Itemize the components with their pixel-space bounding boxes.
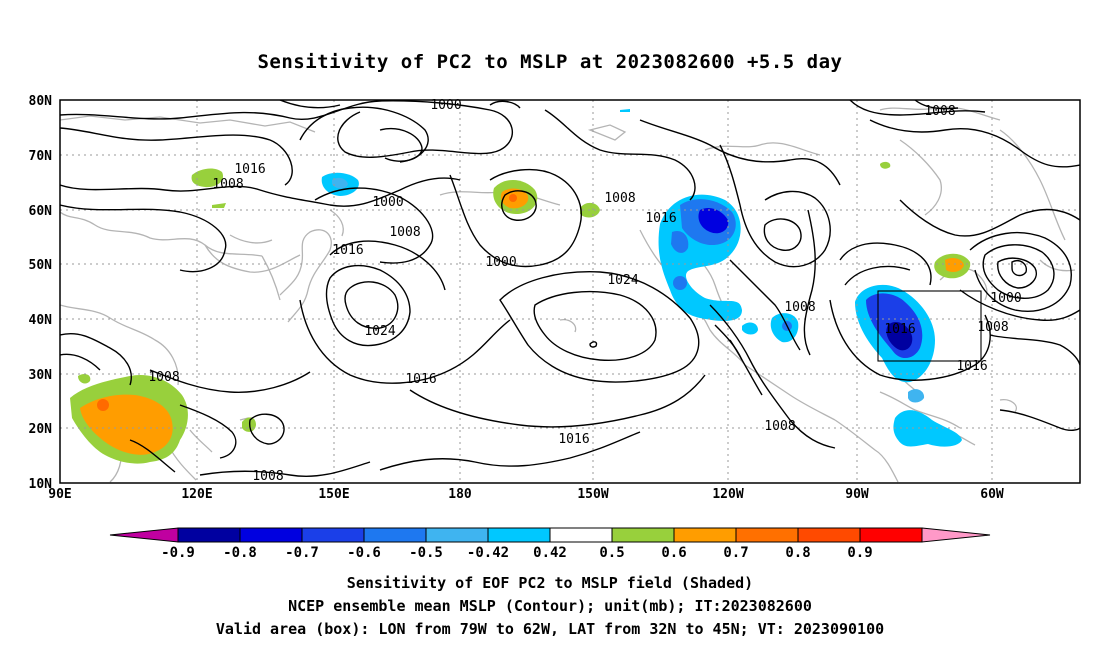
lat-label: 50N [29,258,53,273]
footer-line-2: NCEP ensemble mean MSLP (Contour); unit(… [288,597,812,615]
contour-label: 1016 [956,359,987,374]
footer-line-1: Sensitivity of EOF PC2 to MSLP field (Sh… [347,574,753,592]
lon-label: 60W [980,487,1004,502]
lat-label: 20N [29,422,53,437]
contour-label: 1016 [645,211,676,226]
shade-green-tiny [212,203,226,208]
colorbar-label: -0.5 [409,545,443,561]
lon-label: 120E [181,487,212,502]
colorbar-label: 0.42 [533,545,567,561]
lon-label: 150W [577,487,608,502]
contour-label: 1016 [332,243,363,258]
colorbar-label: -0.6 [347,545,381,561]
lat-label: 40N [29,313,53,328]
contour-label: 1016 [405,372,436,387]
colorbar-label: -0.42 [467,545,509,561]
contour-label: 1016 [884,322,915,337]
colorbar-label: 0.9 [847,545,872,561]
shade-blue-caribbean-2 [908,389,925,403]
colorbar-swatch [487,527,551,543]
contour-labels: 1000 1008 1016 1008 1000 1008 1016 1024 … [148,98,1021,484]
lon-label: 120W [712,487,743,502]
colorbar-swatch [611,527,675,543]
contour-label: 1000 [430,98,461,113]
colorbar-arrow-left [109,527,179,543]
contour-label: 1008 [148,370,179,385]
colorbar-label: 0.8 [785,545,810,561]
colorbar-label: -0.7 [285,545,319,561]
lat-label: 80N [29,94,53,109]
lon-label: 180 [448,487,472,502]
colorbar-label: 0.7 [723,545,748,561]
contour-label: 1008 [764,419,795,434]
colorbar-swatch [549,527,613,543]
colorbar-swatch [797,527,861,543]
shade-orange-bering-core [509,194,517,202]
colorbar: -0.9 -0.8 -0.7 -0.6 -0.5 -0.42 0.42 0.5 0.6 0.7 0.… [109,527,991,561]
mslp-contours [60,100,1080,478]
lat-axis-labels: 80N 70N 60N 50N 40N 30N 20N 10N [29,94,53,492]
contour-label: 1024 [364,324,395,339]
colorbar-swatch [735,527,799,543]
shade-blue-pacnw-core [698,208,729,234]
lat-label: 70N [29,149,53,164]
colorbar-swatch [859,527,923,543]
lon-label: 150E [318,487,349,502]
contour-label: 1008 [604,191,635,206]
valid-area-box [877,290,982,362]
contour-label: 1000 [990,291,1021,306]
colorbar-label: 0.6 [661,545,686,561]
sensitivity-shading [70,109,971,464]
shade-blue-atlantic-core [886,322,913,351]
shade-orange-newfoundland [945,257,964,273]
colorbar-label: 0.5 [599,545,624,561]
contour-label: 1008 [212,177,243,192]
contour-label: 1016 [234,162,265,177]
colorbar-swatch [301,527,365,543]
shade-blue-small-1 [742,322,758,335]
contour-label: 1000 [485,255,516,270]
lon-label: 90W [845,487,869,502]
map-frame [59,99,1081,484]
colorbar-label: -0.9 [161,545,195,561]
shade-blue-kamchatka-core [332,177,348,189]
shade-green-greenland [880,161,891,169]
contour-label: 1008 [784,300,815,315]
shade-green-small-3 [78,373,91,384]
contour-label: 1008 [924,104,955,119]
colorbar-swatch [673,527,737,543]
graticule [60,100,1080,483]
contour-label: 1008 [252,469,283,484]
shade-blue-caribbean [893,410,962,447]
lon-axis-labels: 90E 120E 150E 180 150W 120W 90W 60W [48,487,1004,502]
lat-label: 60N [29,204,53,219]
contour-label: 1000 [372,195,403,210]
shade-blue-pacnw-2 [671,230,689,253]
shade-green-small-1 [191,168,224,188]
contour-label: 1024 [607,273,638,288]
colorbar-arrow-right [921,527,991,543]
contour-label: 1016 [558,432,589,447]
colorbar-swatch [239,527,303,543]
lon-label: 90E [48,487,71,502]
map-panel: 1000 1008 1016 1008 1000 1008 1016 1024 … [29,94,1081,502]
contour-label: 1008 [389,225,420,240]
colorbar-swatch [363,527,427,543]
colorbar-label: -0.8 [223,545,257,561]
lat-label: 30N [29,368,53,383]
page-title: Sensitivity of PC2 to MSLP at 2023082600… [257,51,842,73]
shade-blue-pacnw-3 [673,276,687,290]
contour-label: 1008 [977,320,1008,335]
colorbar-swatch [425,527,489,543]
lat-label: 10N [29,477,53,492]
shade-orange-core-asia [97,399,109,411]
shade-blue-arctic [620,109,630,112]
colorbar-swatch [177,527,241,543]
footer-line-3: Valid area (box): LON from 79W to 62W, L… [216,620,884,638]
